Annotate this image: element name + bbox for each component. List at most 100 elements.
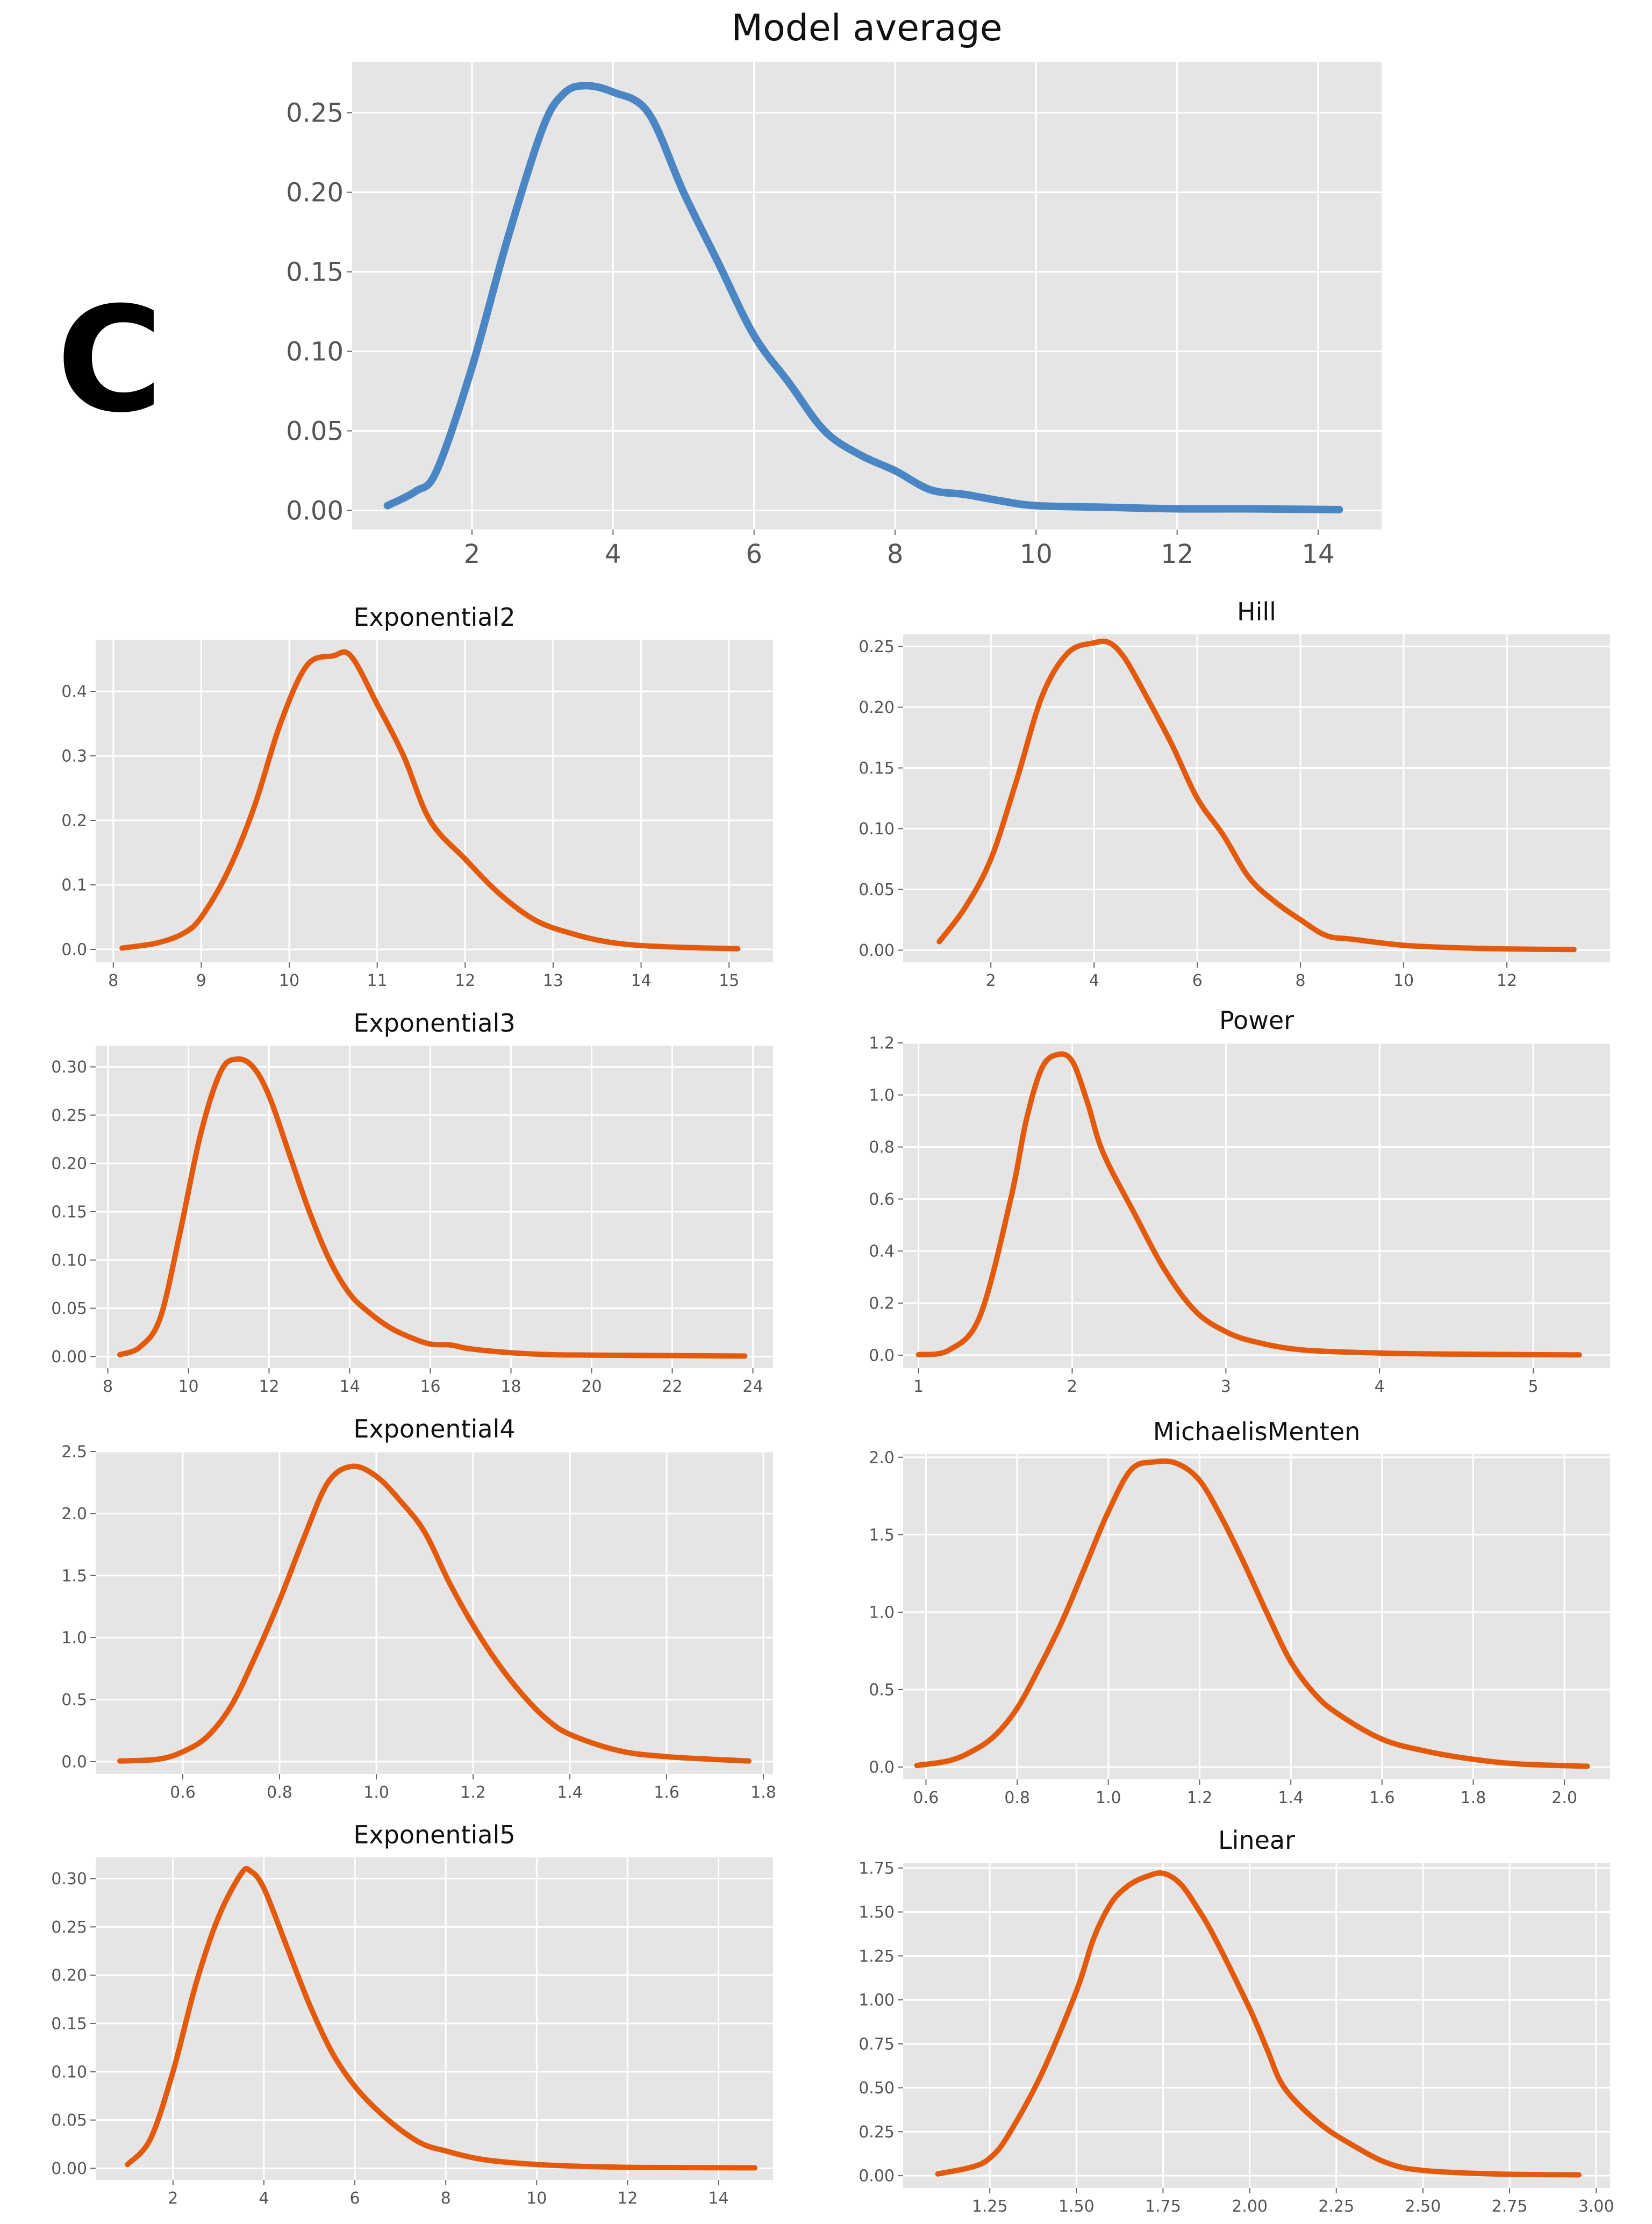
x-tick-label: 4 xyxy=(1089,971,1099,990)
y-tick-label: 0.4 xyxy=(61,683,87,702)
y-tick-label: 1.0 xyxy=(869,1603,895,1622)
x-tick-label: 2.00 xyxy=(1232,2197,1268,2216)
y-tick-label: 0.5 xyxy=(869,1680,895,1699)
x-tick-label: 14 xyxy=(708,2189,728,2208)
y-tick-label: 0.10 xyxy=(51,2063,87,2082)
y-tick-label: 0.0 xyxy=(869,1346,895,1365)
y-tick-label: 1.00 xyxy=(859,1991,895,2010)
y-tick-label: 0.2 xyxy=(61,812,87,831)
y-tick-label: 0.10 xyxy=(286,337,344,367)
x-tick-label: 12 xyxy=(617,2189,638,2208)
chart-1: 2 4 6 8 10 12 14 0.00 0.05 0.10 0.15 0.20 0.25 Model … xyxy=(286,7,1382,569)
x-tick-label: 1.50 xyxy=(1059,2197,1095,2216)
y-tick-label: 0.25 xyxy=(859,2123,895,2142)
y-tick-label: 0.15 xyxy=(51,1203,87,1221)
x-tick-label: 1.8 xyxy=(750,1783,776,1802)
x-tick-label: 1.2 xyxy=(460,1783,486,1802)
chart-title: Hill xyxy=(1237,597,1276,626)
y-tick-label: 0.00 xyxy=(859,2167,895,2186)
y-tick-label: 2.0 xyxy=(869,1448,895,1467)
x-tick-label: 2.0 xyxy=(1551,1789,1577,1807)
y-tick-label: 0.3 xyxy=(61,747,87,766)
x-tick-label: 10 xyxy=(1393,971,1414,990)
y-tick-label: 0.1 xyxy=(61,876,87,895)
x-tick-label: 2.75 xyxy=(1492,2197,1528,2216)
x-tick-label: 0.8 xyxy=(267,1783,292,1802)
y-tick-label: 0.00 xyxy=(51,1348,87,1367)
x-tick-label: 12 xyxy=(1497,971,1517,990)
x-tick-label: 2.25 xyxy=(1318,2197,1354,2216)
y-tick-label: 1.50 xyxy=(859,1903,895,1922)
chart-2: 8 9 10 11 12 13 14 15 0.0 0.1 0.2 0.3 0.4 Exponential… xyxy=(61,603,773,990)
x-tick-label: 2 xyxy=(168,2189,178,2208)
x-tick-label: 10 xyxy=(279,971,299,990)
x-tick-label: 20 xyxy=(581,1377,602,1396)
y-tick-label: 0.20 xyxy=(51,1966,87,1985)
x-tick-label: 10 xyxy=(1020,539,1053,569)
chart-5: 1 2 3 4 5 0.0 0.2 0.4 0.6 0.8 1.0 1.2 Power xyxy=(869,1006,1610,1396)
y-tick-label: 0.25 xyxy=(859,638,895,656)
y-tick-label: 0.20 xyxy=(286,177,344,208)
chart-title: Exponential3 xyxy=(353,1009,515,1038)
chart-7: 0.6 0.8 1.0 1.2 1.4 1.6 1.8 2.0 0.0 0.5 1.0 1.5 2.0 M… xyxy=(869,1417,1610,1807)
x-tick-label: 1.6 xyxy=(654,1783,680,1802)
chart-6: 0.6 0.8 1.0 1.2 1.4 1.6 1.8 0.0 0.5 1.0 1.5 2.0 2.5 E… xyxy=(61,1414,776,1802)
y-tick-label: 2.0 xyxy=(61,1505,87,1524)
x-tick-label: 0.6 xyxy=(913,1789,939,1807)
density-line xyxy=(935,1870,1582,2178)
density-line xyxy=(936,638,1577,953)
chart-title: Exponential4 xyxy=(353,1414,515,1443)
y-tick-label: 0.30 xyxy=(51,1058,87,1077)
chart-3: 2 4 6 8 10 12 0.00 0.05 0.10 0.15 0.20 0.25 Hill xyxy=(859,597,1610,990)
y-tick-label: 1.5 xyxy=(869,1526,895,1544)
y-tick-label: 0.30 xyxy=(51,1870,87,1889)
density-line xyxy=(383,82,1343,513)
y-tick-label: 0.8 xyxy=(869,1138,895,1157)
x-tick-label: 13 xyxy=(543,971,563,990)
density-line xyxy=(914,1458,1590,1769)
x-tick-label: 14 xyxy=(339,1377,360,1396)
plot-area xyxy=(903,1454,1610,1779)
x-tick-label: 9 xyxy=(196,971,206,990)
x-tick-label: 8 xyxy=(103,1377,113,1396)
plot-area xyxy=(96,1857,773,2180)
y-tick-label: 0.25 xyxy=(286,98,344,128)
x-tick-label: 2.50 xyxy=(1405,2197,1441,2216)
x-tick-label: 6 xyxy=(746,539,762,569)
chart-4: 8 10 12 14 16 18 20 22 24 0.00 0.05 0.10 0.15 0.20 0.2… xyxy=(51,1009,773,1396)
x-tick-label: 18 xyxy=(500,1377,521,1396)
chart-title: Exponential2 xyxy=(353,603,515,632)
chart-title: Exponential5 xyxy=(353,1820,515,1849)
panel-label: C xyxy=(56,275,163,445)
density-line xyxy=(125,1865,758,2171)
x-tick-label: 1.4 xyxy=(557,1783,583,1802)
chart-title: Model average xyxy=(731,7,1002,49)
x-tick-label: 8 xyxy=(108,971,118,990)
x-tick-label: 1.0 xyxy=(363,1783,389,1802)
y-tick-label: 0.25 xyxy=(51,1106,87,1125)
x-tick-label: 1 xyxy=(913,1377,924,1396)
x-tick-label: 1.75 xyxy=(1145,2197,1181,2216)
x-tick-label: 2 xyxy=(1067,1377,1077,1396)
y-tick-label: 0.0 xyxy=(61,1753,87,1771)
x-tick-label: 14 xyxy=(631,971,651,990)
density-line xyxy=(117,1056,748,1359)
x-tick-label: 2 xyxy=(464,539,481,569)
y-tick-label: 0.6 xyxy=(869,1190,895,1209)
x-tick-label: 3 xyxy=(1221,1377,1231,1396)
x-tick-label: 6 xyxy=(1192,971,1203,990)
y-tick-label: 0.00 xyxy=(286,496,344,526)
y-tick-label: 1.0 xyxy=(61,1629,87,1648)
density-line xyxy=(916,1051,1582,1358)
x-tick-label: 4 xyxy=(1375,1377,1385,1396)
x-tick-label: 15 xyxy=(719,971,739,990)
y-tick-label: 0.50 xyxy=(859,2079,895,2098)
y-tick-label: 0.10 xyxy=(51,1251,87,1270)
plot-area xyxy=(352,62,1382,530)
x-tick-label: 10 xyxy=(526,2189,547,2208)
y-tick-label: 0.5 xyxy=(61,1691,87,1710)
plot-area xyxy=(96,1451,773,1774)
chart-8: 2 4 6 8 10 12 14 0.00 0.05 0.10 0.15 0.20 0.25 0.30 Ex… xyxy=(51,1820,773,2208)
plot-area xyxy=(903,634,1610,962)
y-tick-label: 0.00 xyxy=(51,2159,87,2178)
